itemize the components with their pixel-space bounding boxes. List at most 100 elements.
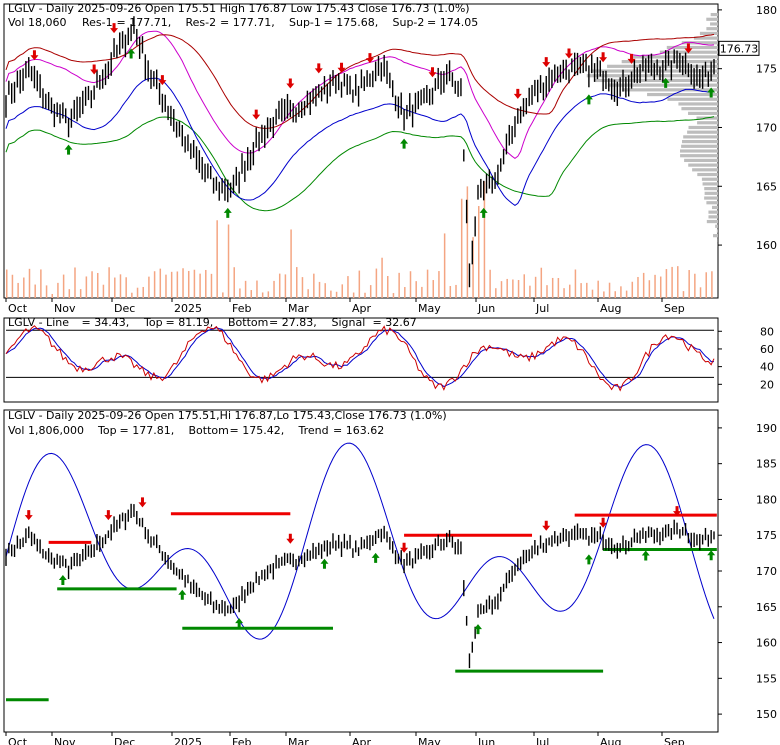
volume-bar — [580, 283, 582, 298]
legend-name: Trend — [298, 424, 329, 437]
profile-bar — [688, 163, 718, 167]
price-panel-bottom: 190 185 180 175 170 165 160 155 150 Oct Nov Dec 202… — [3, 409, 777, 745]
chart-title: LGLV - Daily 2025-09-26 Open 175.51 High… — [8, 2, 470, 15]
legend: LGLV - Line = 34.43, Top = 81.19, Bottom =… — [8, 316, 417, 329]
legend-name: Bottom — [189, 424, 229, 437]
volume-bar — [563, 288, 565, 298]
x-tick-label: Feb — [232, 736, 251, 745]
volume-bar — [659, 276, 662, 298]
volume-bar — [296, 267, 298, 298]
profile-bar — [706, 27, 718, 31]
volume-bar — [699, 287, 702, 298]
volume-bar — [34, 284, 36, 298]
y-axis-ticks: 80 60 40 20 — [718, 325, 774, 391]
volume-bar — [500, 281, 503, 298]
volume-bar — [170, 271, 173, 298]
x-tick-label: 2025 — [174, 736, 202, 745]
sell-arrow — [564, 48, 573, 59]
volume-bar — [45, 285, 48, 298]
legend-name: Sup-2 — [393, 16, 425, 29]
y-tick-label: 175 — [756, 63, 777, 76]
x-tick-label: Nov — [54, 302, 76, 315]
trend-lines — [5, 442, 715, 640]
sell-arrow — [542, 520, 551, 531]
profile-bar — [680, 154, 718, 158]
volume-bar — [28, 268, 31, 298]
volume-bar — [335, 291, 338, 298]
profile-bar — [607, 83, 718, 87]
x-tick-label: Nov — [54, 736, 76, 745]
volume-bar — [205, 269, 207, 298]
profile-bar — [706, 17, 718, 21]
legend-value: = 177.81, — [120, 424, 175, 437]
y-axis-ticks: 180 175 170 165 160 176.73 — [718, 4, 777, 252]
volume-bar — [404, 287, 406, 298]
volume-bar — [529, 285, 531, 298]
buy-arrow — [178, 589, 187, 600]
volume-bar — [142, 286, 144, 298]
sell-arrow — [286, 533, 295, 544]
volume-bar — [375, 268, 378, 298]
y-axis-ticks: 190 185 180 175 170 165 160 155 150 — [718, 422, 777, 721]
volume-bar — [182, 268, 184, 298]
profile-bar — [586, 74, 718, 78]
volume-bar — [426, 269, 429, 298]
x-tick-label: Aug — [600, 736, 621, 745]
trend-line — [5, 442, 715, 640]
volume-bar — [415, 281, 417, 298]
chart-title: LGLV - Daily 2025-09-26 Open 175.51,Hi 1… — [8, 409, 447, 422]
profile-bar — [595, 78, 718, 83]
profile-bar — [706, 201, 718, 205]
profile-bar — [683, 135, 718, 139]
volume-bar — [443, 233, 446, 298]
y-tick-label: 180 — [756, 4, 777, 17]
price-bars — [5, 503, 715, 669]
volume-bar — [512, 279, 514, 298]
buy-arrow — [661, 77, 670, 88]
y-tick-label: 150 — [756, 708, 777, 721]
profile-bar — [701, 177, 718, 181]
volume-bar — [603, 291, 605, 298]
sell-arrow — [365, 53, 374, 64]
y-tick-label: 40 — [760, 361, 774, 374]
y-tick-label: 170 — [756, 121, 777, 134]
sell-arrow — [314, 63, 323, 74]
x-tick-label: Sep — [664, 736, 685, 745]
profile-bar — [621, 60, 718, 64]
volume-bar — [654, 274, 656, 298]
volume-bar — [591, 289, 594, 298]
volume-bar — [318, 281, 321, 298]
buy-arrow — [400, 138, 409, 149]
buy-arrow — [223, 207, 232, 218]
profile-bar — [682, 139, 718, 144]
volume-bar — [358, 270, 361, 298]
profile-bar — [622, 88, 718, 92]
volume-bar — [364, 292, 366, 298]
volume-bars — [6, 181, 713, 298]
volume-bar — [352, 292, 355, 298]
volume-bar — [261, 292, 264, 298]
volume-bar — [523, 274, 525, 298]
volume-bar — [392, 293, 395, 298]
buy-arrow — [479, 207, 488, 218]
legend-value: = 32.67 — [373, 316, 417, 329]
volume-bar — [330, 290, 332, 298]
volume-bar — [557, 278, 560, 298]
y-tick-label: 60 — [760, 343, 774, 356]
profile-bar — [710, 22, 718, 26]
last-price-label: 176.73 — [720, 42, 759, 55]
x-tick-label: Apr — [352, 302, 372, 315]
buy-arrow — [320, 558, 329, 569]
legend-value: = 177.71, — [117, 16, 172, 29]
volume-bar — [114, 277, 116, 298]
x-tick-label: Oct — [8, 736, 28, 745]
profile-bar — [681, 107, 718, 111]
legend-name: Res-2 — [186, 16, 217, 29]
x-tick-label: 2025 — [174, 302, 202, 315]
volume-bar — [85, 276, 88, 298]
volume-bar — [250, 290, 253, 298]
profile-bar — [666, 45, 718, 50]
volume-bar — [102, 284, 105, 298]
volume-bar — [165, 274, 167, 298]
legend: Top = 177.81, Bottom = 175.42, Trend = 163… — [97, 424, 384, 437]
